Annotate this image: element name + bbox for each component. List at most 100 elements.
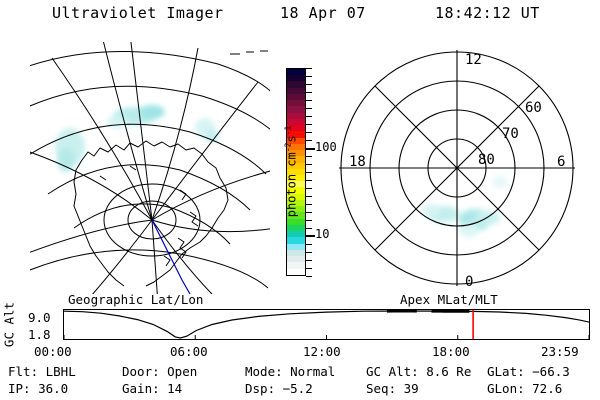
colorbar-segment (287, 262, 305, 269)
colorbar-tick (306, 228, 312, 229)
colorbar-tick (306, 188, 312, 189)
orbit-altitude-svg (63, 309, 590, 339)
status-dsp: Dsp: −5.2 (245, 381, 313, 396)
colorbar-major-tick (306, 148, 315, 150)
mlat-label-70: 70 (502, 126, 519, 142)
colorbar-segment (287, 100, 305, 107)
colorbar-segment (287, 249, 305, 257)
colorbar-segment (287, 131, 305, 138)
colorbar-tick (306, 100, 312, 101)
colorbar-tick (306, 276, 312, 277)
mlat-label-80: 80 (478, 152, 495, 168)
terminator-line (151, 219, 191, 294)
colorbar-segment (287, 268, 305, 275)
mlt-label-18: 18 (349, 154, 366, 170)
colorbar-tick (306, 244, 312, 245)
status-filter: Flt: LBHL (8, 364, 76, 379)
observation-time: 18:42:12 UT (435, 4, 540, 22)
colorbar-segment (287, 81, 305, 88)
colorbar-segment (287, 256, 305, 263)
altitude-max-tick: 9.0 (28, 310, 51, 325)
colorbar-segment (287, 106, 305, 113)
colorbar-tick (306, 180, 312, 181)
time-axis-label: 12:00 (303, 344, 341, 359)
colorbar-segment (287, 206, 305, 213)
colorbar-segment (287, 212, 305, 219)
colorbar-segment (287, 143, 305, 151)
colorbar-segment (287, 174, 305, 182)
colorbar-tick-label: 10 (315, 227, 330, 242)
geographic-map-panel[interactable] (30, 42, 270, 294)
colorbar-segment (287, 218, 305, 225)
status-ip: IP: 36.0 (8, 381, 69, 396)
altitude-trace (63, 310, 590, 339)
colorbar-unit-exp1: -2 (283, 142, 293, 153)
colorbar-segment (287, 168, 305, 175)
colorbar-tick (306, 252, 312, 253)
colorbar-unit-exp2: -1 (283, 125, 293, 136)
altitude-x-ticks (63, 335, 590, 339)
colorbar-tick (306, 108, 312, 109)
colorbar-segment (287, 137, 305, 144)
coastline (73, 140, 229, 287)
colorbar-segment (287, 150, 305, 157)
altitude-min-tick: 1.8 (28, 327, 51, 342)
observation-date: 18 Apr 07 (280, 4, 366, 22)
colorbar-tick (306, 68, 312, 69)
mlt-dial-caption: Apex MLat/MLT (400, 292, 498, 307)
aurora-emission-geographic (55, 105, 219, 172)
colorbar-tick (306, 156, 312, 157)
status-door: Door: Open (122, 364, 198, 379)
orbit-altitude-plot[interactable] (63, 309, 590, 340)
colorbar-panel: photon cm-2s-1 100 10 (262, 60, 337, 290)
colorbar-tick (306, 84, 312, 85)
colorbar-tick (306, 260, 312, 261)
status-glat: GLat: −66.3 (487, 364, 570, 379)
status-gc-alt: GC Alt: 8.6 Re (366, 364, 472, 379)
colorbar-segment (287, 187, 305, 194)
colorbar-segment (287, 118, 305, 126)
instrument-title: Ultraviolet Imager (52, 4, 224, 22)
mlt-label-6: 6 (557, 154, 565, 170)
status-mode: Mode: Normal (245, 364, 336, 379)
colorbar-tick (306, 196, 312, 197)
colorbar-segment (287, 93, 305, 101)
mlt-label-12: 12 (465, 52, 482, 68)
mlt-dial-panel[interactable]: 12 6 0 18 60 70 80 (335, 42, 585, 294)
colorbar-tick (306, 124, 312, 125)
colorbar-tick (306, 172, 312, 173)
mlat-label-60: 60 (525, 100, 542, 116)
colorbar-segment (287, 162, 305, 169)
colorbar-segment (287, 112, 305, 119)
colorbar-segment (287, 125, 305, 132)
colorbar-tick (306, 132, 312, 133)
mlt-spokes (339, 50, 575, 286)
colorbar-tick-label: 100 (315, 140, 337, 155)
colorbar-tick (306, 116, 312, 117)
colorbar-tick (306, 268, 312, 269)
colorbar-axis-title: photon cm-2s-1 (284, 97, 299, 247)
status-readout: Flt: LBHL IP: 36.0 Door: Open Gain: 14 M… (0, 364, 600, 398)
time-axis-label: 06:00 (170, 344, 208, 359)
header-bar: Ultraviolet Imager 18 Apr 07 18:42:12 UT (0, 4, 600, 30)
colorbar-tick (306, 204, 312, 205)
colorbar-major-tick (306, 235, 315, 238)
time-axis-label: 23:59 (541, 344, 579, 359)
colorbar-tick (306, 212, 312, 213)
colorbar-tick (306, 92, 312, 93)
time-axis-labels: 00:00 06:00 12:00 18:00 23:59 (0, 344, 600, 362)
colorbar-segment (287, 243, 305, 250)
colorbar-unit-main: photon cm (284, 152, 299, 218)
colorbar-unit-s: s (284, 135, 299, 143)
colorbar-tick (306, 140, 312, 141)
colorbar-segment (287, 75, 305, 82)
status-gain: Gain: 14 (122, 381, 183, 396)
time-axis-label: 00:00 (34, 344, 72, 359)
mlt-dial-svg: 12 6 0 18 60 70 80 (339, 50, 575, 290)
colorbar-segment (287, 193, 305, 200)
geographic-latitude-lines (30, 51, 270, 289)
colorbar-segment (287, 69, 305, 76)
status-seq: Seq: 39 (366, 381, 419, 396)
colorbar-tick-marks (306, 68, 313, 277)
